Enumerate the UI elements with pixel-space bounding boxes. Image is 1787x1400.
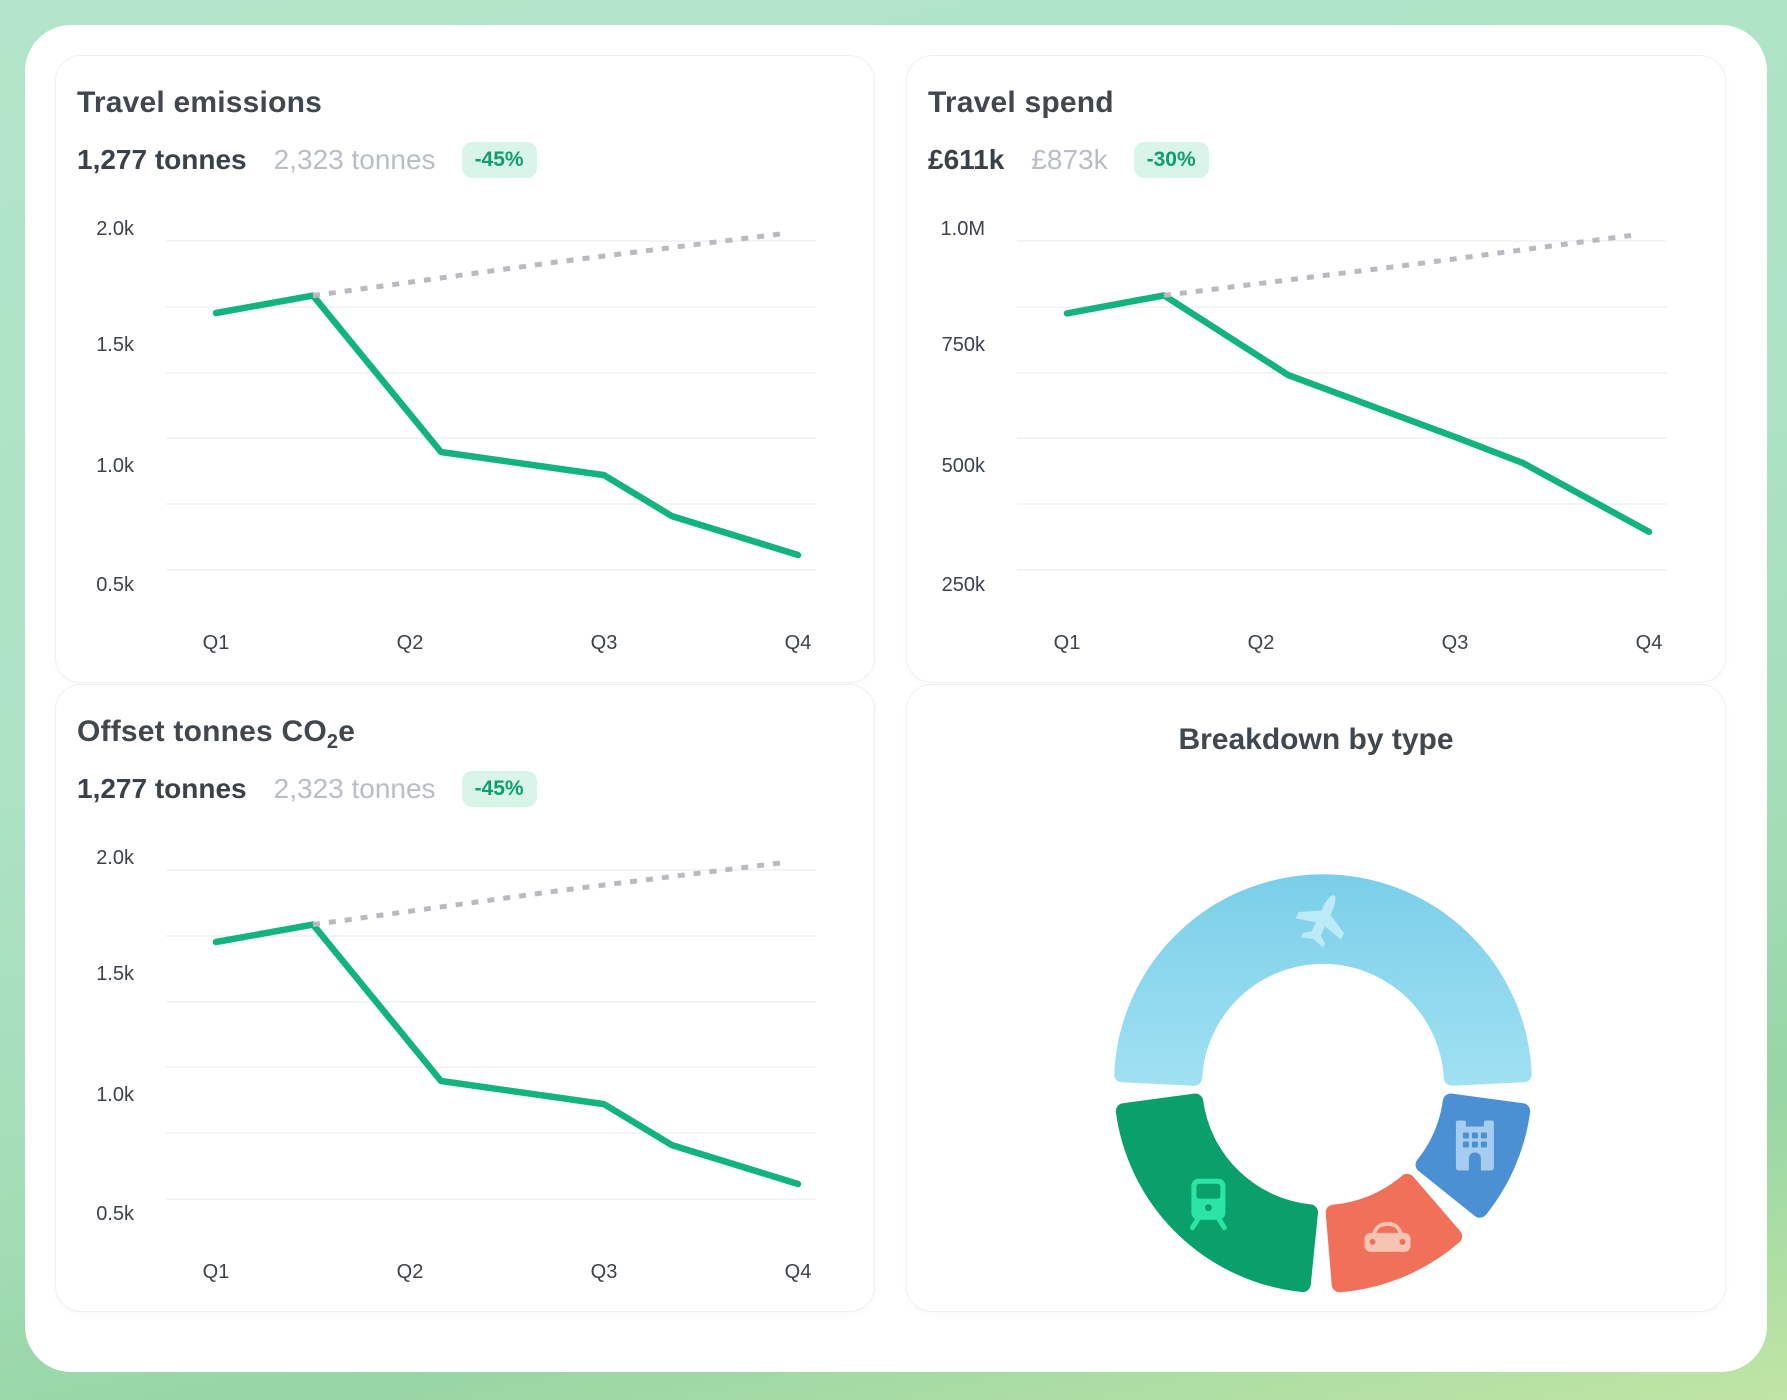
plane-icon: [1295, 895, 1344, 948]
y-axis-tick: 750k: [942, 334, 986, 356]
current-value: 1,277 tonnes: [77, 773, 247, 804]
current-value: £611k: [928, 144, 1005, 175]
prior-trend-line: [312, 860, 781, 928]
building-icon: [1455, 1120, 1494, 1171]
y-axis-tick: 1.5k: [96, 334, 135, 356]
travel-spend-values: £611k £873k -30%: [928, 138, 1209, 182]
travel-emissions-line-chart: 2.0k 1.5k 1.0k 0.5k Q1 Q2 Q3 Q4: [96, 218, 816, 654]
x-axis-label: Q3: [591, 632, 618, 654]
y-axis-tick: 1.5k: [96, 963, 135, 985]
change-badge: -45%: [461, 142, 537, 178]
travel-spend-title: Travel spend: [928, 86, 1114, 119]
actual-line: [212, 921, 802, 1188]
offset-tonnes-values: 1,277 tonnes 2,323 tonnes -45%: [77, 767, 537, 811]
previous-value: £873k: [1031, 144, 1108, 175]
x-axis-label: Q1: [1054, 632, 1081, 654]
prior-trend-line: [1163, 232, 1634, 298]
y-axis-tick: 1.0k: [96, 1084, 135, 1106]
current-value: 1,277 tonnes: [77, 144, 247, 175]
actual-line: [1063, 292, 1653, 536]
x-axis-label: Q4: [785, 632, 812, 654]
train-icon: [1189, 1178, 1227, 1231]
travel-emissions-title: Travel emissions: [77, 86, 323, 119]
donut-segment-flights: [1114, 874, 1532, 1086]
previous-value: 2,323 tonnes: [273, 773, 436, 804]
travel-emissions-values: 1,277 tonnes 2,323 tonnes -45%: [77, 138, 537, 182]
y-axis-tick: 0.5k: [96, 1203, 135, 1225]
car-icon: [1364, 1221, 1411, 1252]
x-axis-label: Q4: [1636, 632, 1663, 654]
y-axis-tick: 0.5k: [96, 574, 135, 596]
breakdown-title: Breakdown by type: [1178, 723, 1454, 756]
travel-spend-line-chart: 1.0M 750k 500k 250k Q1 Q2 Q3 Q4: [941, 218, 1667, 654]
travel-spend-card: Travel spend £611k £873k -30% 1.0M 750k 50…: [906, 55, 1726, 683]
y-axis-tick: 250k: [942, 574, 986, 596]
prior-trend-line: [312, 231, 781, 299]
previous-value: 2,323 tonnes: [273, 144, 436, 175]
offset-tonnes-line-chart: 2.0k 1.5k 1.0k 0.5k Q1 Q2 Q3 Q4: [96, 847, 816, 1283]
x-axis-label: Q1: [203, 1261, 230, 1283]
y-axis-tick: 2.0k: [96, 218, 135, 240]
x-axis-label: Q3: [591, 1261, 618, 1283]
y-axis-tick: 2.0k: [96, 847, 135, 869]
x-axis-label: Q4: [785, 1261, 812, 1283]
dashboard-surface: Travel emissions 1,277 tonnes 2,323 tonn…: [25, 25, 1767, 1372]
change-badge: -45%: [461, 771, 537, 807]
change-badge: -30%: [1133, 142, 1209, 178]
breakdown-donut-chart: [1114, 874, 1532, 1293]
travel-emissions-card: Travel emissions 1,277 tonnes 2,323 tonn…: [55, 55, 875, 683]
y-axis-tick: 1.0k: [96, 455, 135, 477]
x-axis-label: Q2: [397, 1261, 424, 1283]
y-axis-tick: 1.0M: [941, 218, 985, 240]
actual-line: [212, 292, 802, 559]
x-axis-label: Q2: [397, 632, 424, 654]
offset-tonnes-card: Offset tonnes CO2e 1,277 tonnes 2,323 to…: [55, 684, 875, 1312]
x-axis-label: Q3: [1442, 632, 1469, 654]
y-axis-tick: 500k: [942, 455, 986, 477]
breakdown-by-type-card: Breakdown by type: [906, 684, 1726, 1312]
x-axis-label: Q1: [203, 632, 230, 654]
x-axis-label: Q2: [1248, 632, 1275, 654]
offset-tonnes-title: Offset tonnes CO2e: [77, 715, 356, 753]
